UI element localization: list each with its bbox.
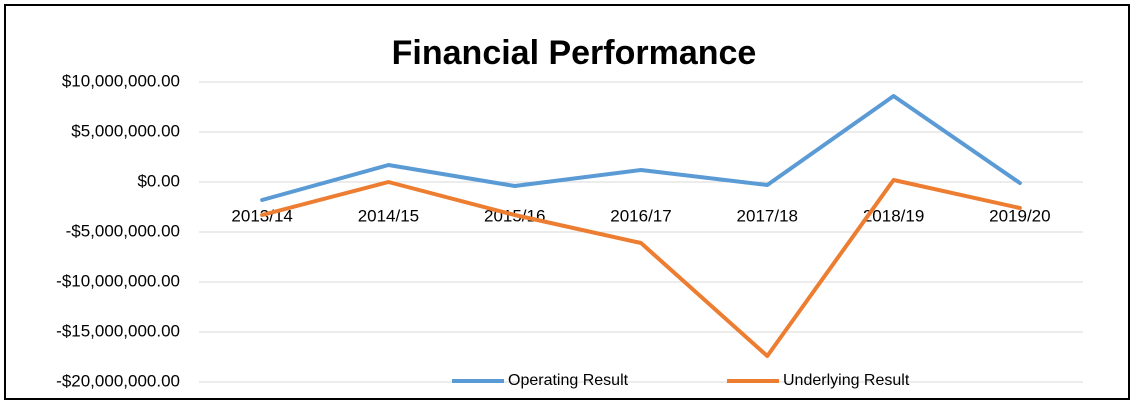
y-tick-label: $0.00 <box>137 171 180 190</box>
chart-title: Financial Performance <box>392 34 757 72</box>
line-series <box>260 178 1022 358</box>
x-tick-label: 2014/15 <box>358 206 419 225</box>
y-tick-label: -$20,000,000.00 <box>56 371 180 390</box>
legend-label: Underlying Result <box>783 372 910 389</box>
y-tick-label: -$5,000,000.00 <box>66 221 180 240</box>
y-tick-label: -$15,000,000.00 <box>56 321 180 340</box>
y-tick-label: $5,000,000.00 <box>71 121 180 140</box>
x-tick-label: 2019/20 <box>989 206 1050 225</box>
legend-label: Operating Result <box>508 372 629 389</box>
x-tick-label: 2016/17 <box>610 206 671 225</box>
y-tick-label: $10,000,000.00 <box>62 71 180 90</box>
x-tick-label: 2017/18 <box>737 206 798 225</box>
x-tick-label: 2018/19 <box>863 206 924 225</box>
line-series <box>260 94 1022 202</box>
chart-border <box>4 4 1130 400</box>
y-tick-label: -$10,000,000.00 <box>56 271 180 290</box>
